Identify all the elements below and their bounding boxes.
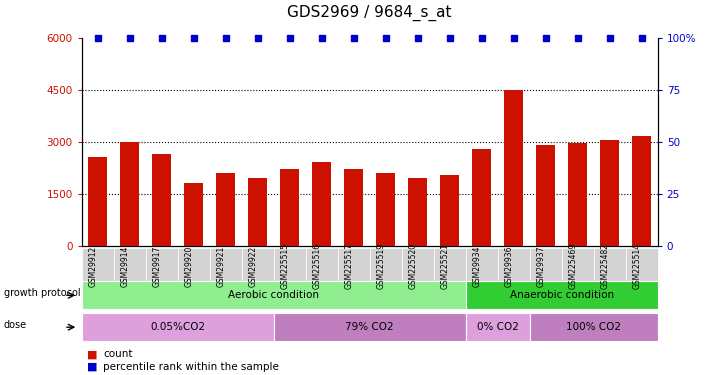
Text: 0.05%CO2: 0.05%CO2 xyxy=(150,322,205,332)
Text: GSM225514: GSM225514 xyxy=(633,243,642,290)
Text: GSM29920: GSM29920 xyxy=(185,246,193,287)
Text: GSM29922: GSM29922 xyxy=(249,246,258,287)
Text: GSM225520: GSM225520 xyxy=(409,243,418,290)
Bar xyxy=(504,90,523,246)
Text: growth protocol: growth protocol xyxy=(4,288,80,298)
Text: dose: dose xyxy=(4,320,27,330)
Bar xyxy=(568,143,587,246)
Bar xyxy=(600,140,619,246)
Bar xyxy=(472,148,491,246)
Text: GSM29934: GSM29934 xyxy=(473,246,482,287)
Text: GSM225482: GSM225482 xyxy=(601,243,610,289)
Bar xyxy=(440,174,459,246)
Bar xyxy=(536,145,555,246)
Text: ■: ■ xyxy=(87,362,97,372)
Bar xyxy=(120,142,139,246)
Bar xyxy=(344,170,363,246)
Bar xyxy=(152,154,171,246)
Bar xyxy=(184,183,203,246)
Text: GSM225516: GSM225516 xyxy=(313,243,321,290)
Bar xyxy=(280,170,299,246)
Text: GSM225469: GSM225469 xyxy=(569,243,577,290)
Bar xyxy=(216,173,235,246)
Bar xyxy=(408,178,427,246)
Text: percentile rank within the sample: percentile rank within the sample xyxy=(103,362,279,372)
Bar xyxy=(248,178,267,246)
Text: GSM225519: GSM225519 xyxy=(377,243,385,290)
Text: GSM225515: GSM225515 xyxy=(281,243,290,290)
Text: GSM29914: GSM29914 xyxy=(121,246,129,287)
Text: count: count xyxy=(103,350,132,359)
Text: GSM225521: GSM225521 xyxy=(441,243,450,289)
Text: GSM29912: GSM29912 xyxy=(89,246,98,287)
Text: GDS2969 / 9684_s_at: GDS2969 / 9684_s_at xyxy=(287,4,452,21)
Text: 79% CO2: 79% CO2 xyxy=(346,322,394,332)
Text: GSM29937: GSM29937 xyxy=(537,246,546,287)
Text: GSM225517: GSM225517 xyxy=(345,243,354,290)
Text: Anaerobic condition: Anaerobic condition xyxy=(510,290,614,300)
Text: GSM29917: GSM29917 xyxy=(153,246,162,287)
Text: ■: ■ xyxy=(87,350,97,359)
Bar xyxy=(312,162,331,246)
Text: Aerobic condition: Aerobic condition xyxy=(228,290,319,300)
Text: GSM29936: GSM29936 xyxy=(505,246,513,287)
Text: GSM29921: GSM29921 xyxy=(217,246,226,287)
Text: 100% CO2: 100% CO2 xyxy=(566,322,621,332)
Text: 0% CO2: 0% CO2 xyxy=(477,322,518,332)
Bar xyxy=(632,136,651,246)
Bar xyxy=(88,157,107,246)
Bar xyxy=(376,173,395,246)
